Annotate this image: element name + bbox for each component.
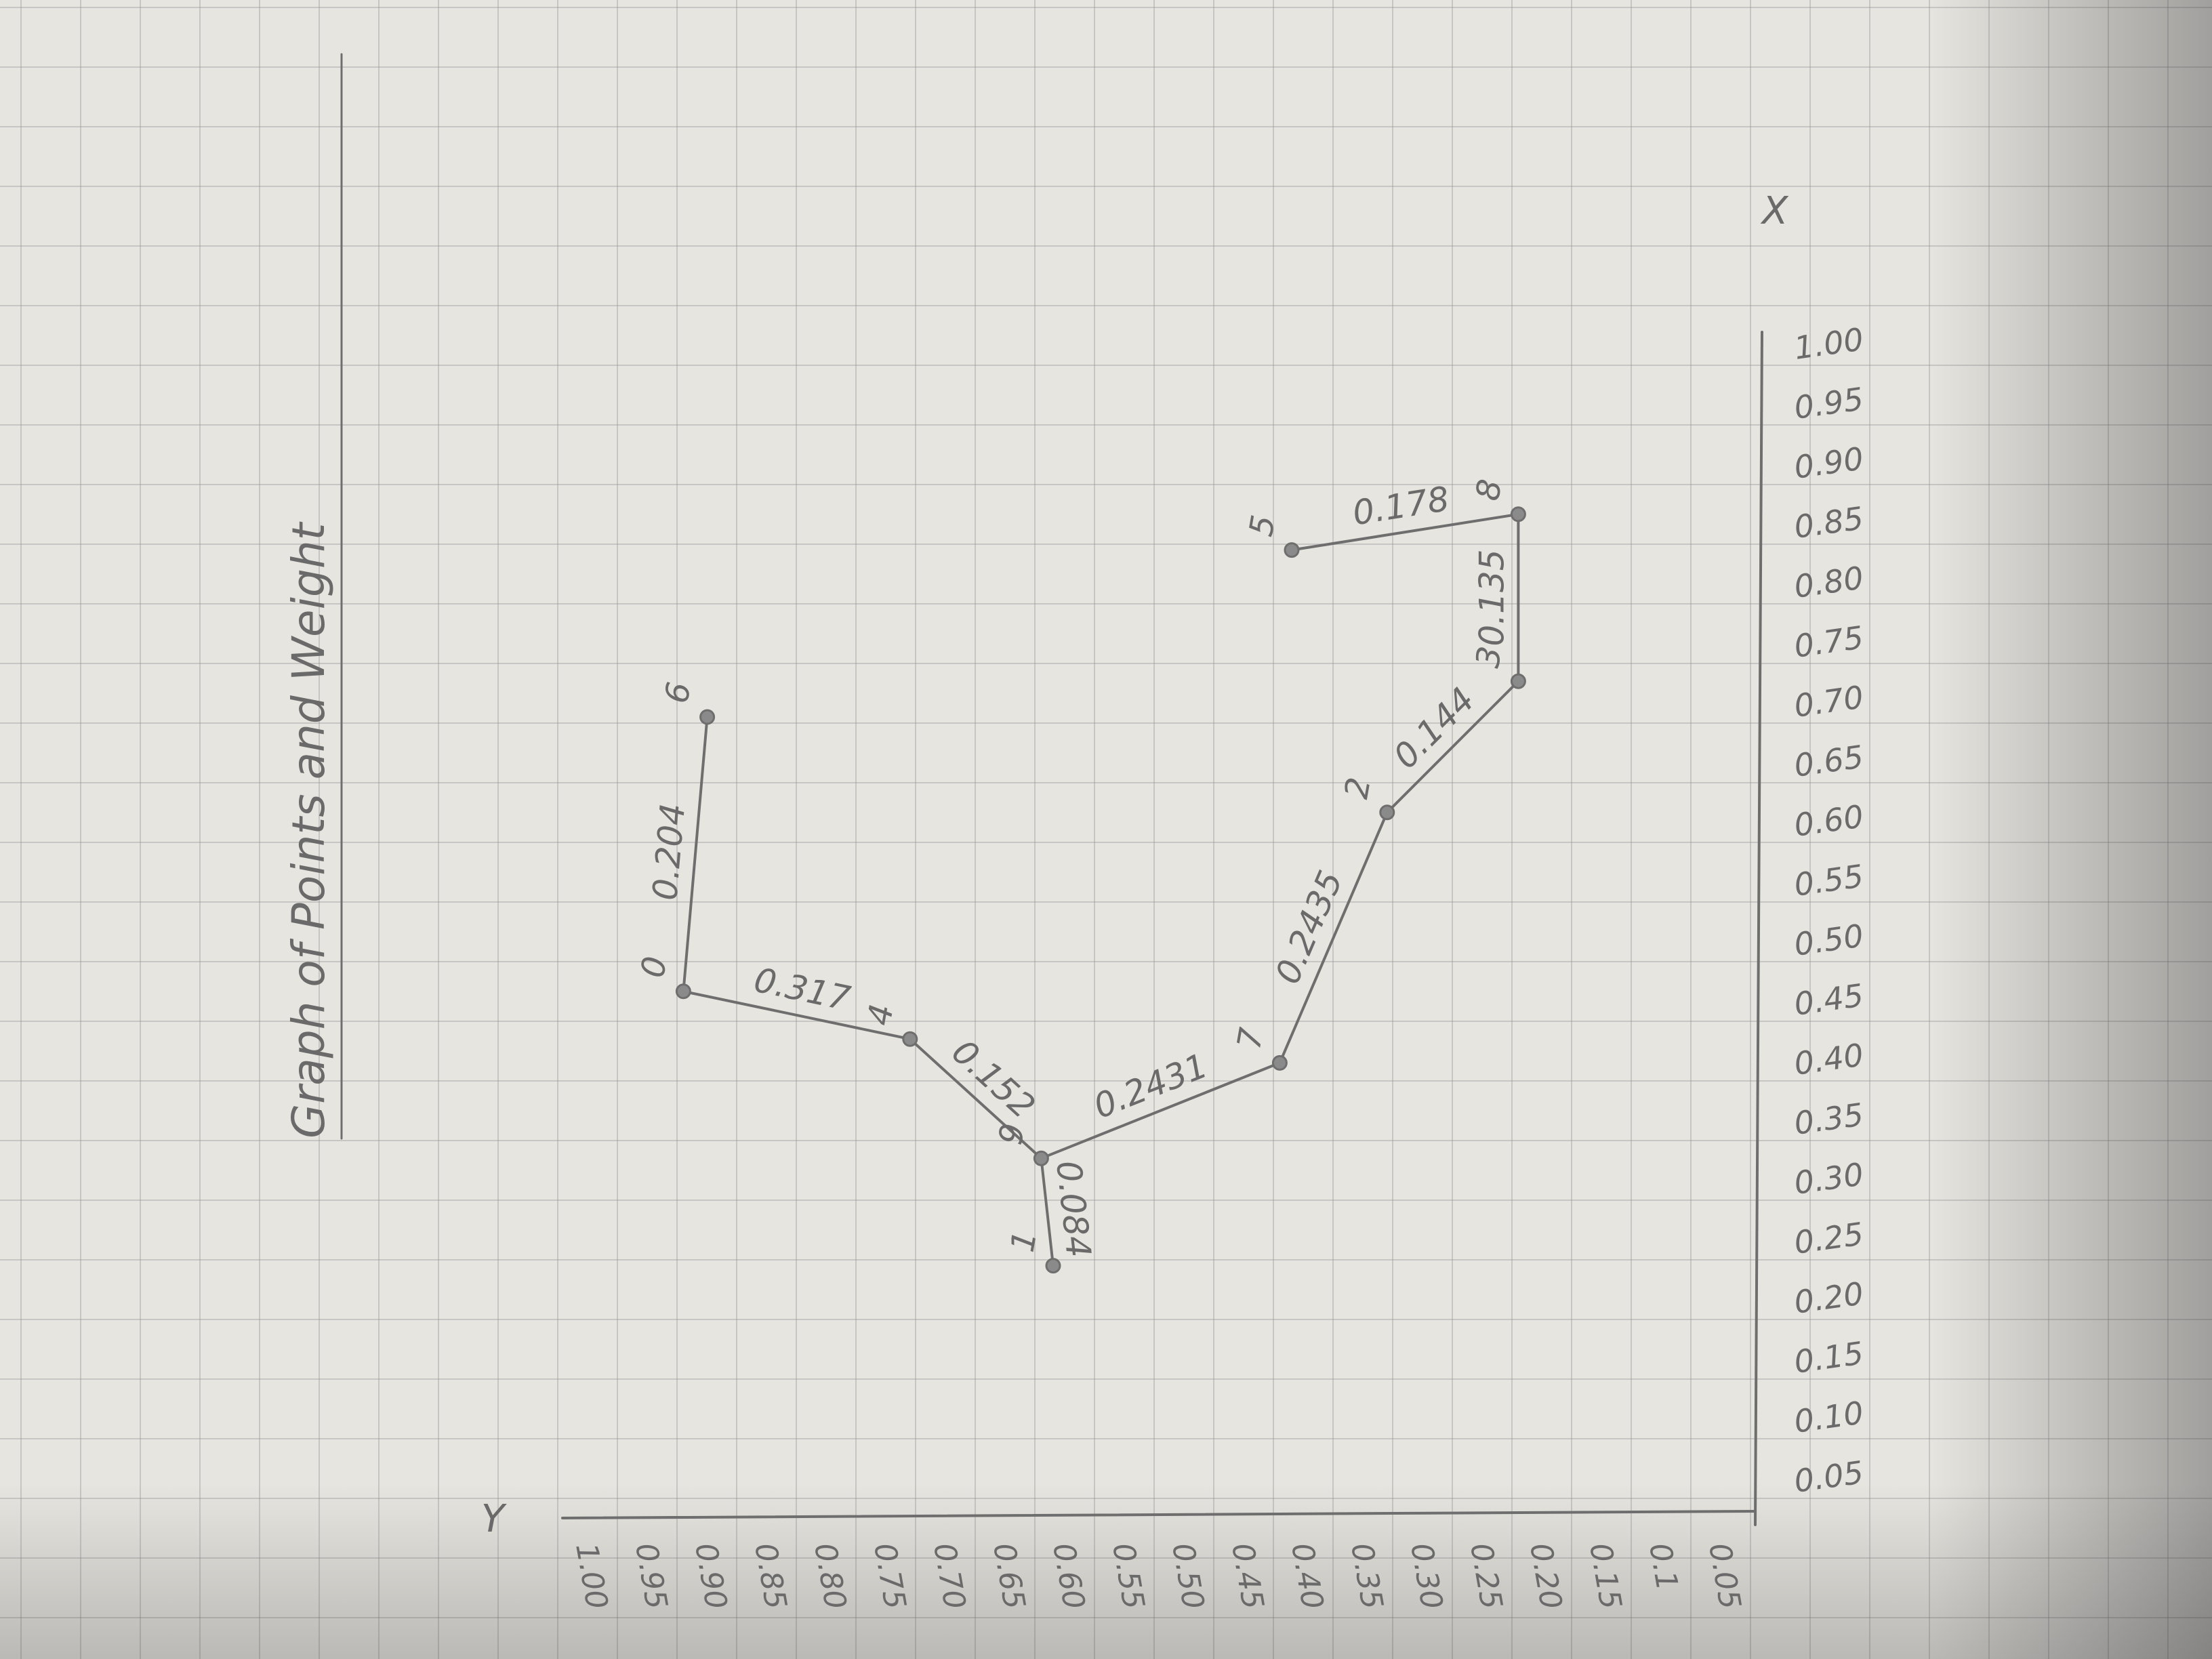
y-axis-line — [561, 1510, 1757, 1519]
node-label: 4 — [860, 1001, 901, 1028]
graph-edges — [682, 512, 1520, 1267]
x-tick-label: 0.05 — [1792, 1454, 1866, 1500]
node-label: 5 — [1242, 512, 1283, 539]
chart-title-group: Graph of Points and Weight — [283, 53, 343, 1140]
y-tick-label: 0.60 — [1046, 1540, 1091, 1612]
edge-weight-label: 0.152 — [944, 1032, 1042, 1126]
x-tick-label: 0.30 — [1792, 1155, 1866, 1202]
graph-edge — [1040, 1061, 1282, 1160]
x-tick-label: 0.20 — [1792, 1275, 1866, 1321]
x-tick-label: 0.75 — [1792, 619, 1866, 665]
x-tick-label: 0.85 — [1792, 499, 1866, 546]
graph-node — [1510, 673, 1526, 689]
y-tick-label: 0.90 — [688, 1540, 733, 1612]
y-tick-label: 0.85 — [747, 1540, 793, 1612]
y-tick-label: 0.30 — [1404, 1540, 1449, 1612]
graph-node — [1510, 506, 1526, 523]
graph-edge — [682, 989, 912, 1041]
graph-node — [1033, 1150, 1049, 1166]
page-shadow — [1927, 0, 2212, 1659]
x-axis-label: X — [1760, 189, 1789, 233]
graph-node — [675, 983, 691, 1000]
graph-node — [1379, 804, 1395, 821]
graph-node — [1271, 1054, 1288, 1071]
edge-weight-label: 0.084 — [1048, 1159, 1098, 1260]
x-tick-label: 0.25 — [1792, 1215, 1866, 1261]
x-tick-label: 0.15 — [1792, 1334, 1866, 1380]
graph-edge — [1385, 680, 1520, 814]
x-tick-label: 1.00 — [1792, 321, 1866, 367]
node-label: 7 — [1230, 1025, 1271, 1052]
edge-weight-label: 0.178 — [1350, 479, 1452, 533]
axes: X Y — [481, 189, 1789, 1541]
edge-weight-label: 0.144 — [1386, 680, 1482, 776]
graph-nodes — [675, 506, 1526, 1274]
graph-node — [699, 709, 716, 725]
chart-title: Graph of Points and Weight — [283, 521, 335, 1139]
y-tick-label: 0.80 — [807, 1540, 853, 1612]
graph-node — [1284, 542, 1300, 558]
node-label: 1 — [1004, 1228, 1044, 1255]
graph-edge — [908, 1038, 1043, 1160]
x-tick-label: 0.65 — [1792, 738, 1866, 784]
y-tick-label: 0.95 — [628, 1540, 674, 1612]
node-label: 6 — [657, 679, 698, 706]
graph-edge — [1290, 512, 1520, 552]
x-tick-label: 0.35 — [1792, 1096, 1866, 1142]
graph-node — [1045, 1258, 1061, 1274]
y-tick-labels: 1.00 0.95 0.90 0.85 0.80 0.75 0.70 0.65 0.60 0.55… — [569, 1540, 1747, 1612]
y-tick-label: 0.15 — [1582, 1540, 1628, 1612]
node-label: 8 — [1469, 476, 1509, 504]
node-label: 9 — [991, 1120, 1032, 1147]
page-shadow-bottom — [0, 1483, 2212, 1659]
x-tick-label: 0.90 — [1792, 440, 1866, 486]
node-label: 3 — [1469, 643, 1509, 670]
y-tick-label: 0.25 — [1463, 1540, 1509, 1612]
y-axis-label: Y — [481, 1497, 507, 1541]
y-tick-label: 0.05 — [1702, 1540, 1747, 1612]
y-tick-label: 0.70 — [926, 1540, 972, 1612]
graph-edge — [1278, 811, 1389, 1065]
x-tick-label: 0.40 — [1792, 1036, 1866, 1082]
node-label: 2 — [1337, 775, 1378, 802]
edge-weight-label: 0.135 — [1472, 549, 1511, 646]
node-labels: 1 9 4 0 6 7 2 3 8 5 — [634, 476, 1509, 1255]
y-tick-label: 0.35 — [1344, 1540, 1389, 1612]
y-tick-label: 0.50 — [1165, 1540, 1210, 1612]
y-tick-label: 0.20 — [1523, 1540, 1568, 1612]
x-axis-line — [1754, 331, 1763, 1526]
y-tick-label: 0.40 — [1284, 1540, 1330, 1612]
graph-node — [902, 1031, 918, 1047]
y-tick-label: 0.55 — [1105, 1540, 1151, 1612]
x-tick-label: 0.10 — [1792, 1394, 1866, 1440]
x-tick-label: 0.70 — [1792, 678, 1866, 724]
x-tick-label: 0.55 — [1792, 857, 1866, 903]
y-tick-label: 0.45 — [1225, 1540, 1270, 1612]
edge-weight-label: 0.204 — [645, 802, 693, 902]
x-tick-label: 0.45 — [1792, 977, 1866, 1023]
y-tick-label: 0.75 — [867, 1540, 912, 1612]
x-tick-label: 0.80 — [1792, 559, 1866, 605]
y-tick-label: 1.00 — [569, 1540, 614, 1612]
x-tick-labels: 0.05 0.10 0.15 0.20 0.25 0.30 0.35 0.40 0.45 0.50… — [1792, 321, 1866, 1500]
node-label: 0 — [634, 954, 674, 981]
y-tick-label: 0.65 — [986, 1540, 1031, 1612]
y-tick-label: 0.1 — [1642, 1540, 1684, 1593]
x-tick-label: 0.95 — [1792, 380, 1866, 426]
x-tick-label: 0.60 — [1792, 798, 1866, 844]
graph-edge — [1040, 1157, 1054, 1267]
graph-edge — [682, 716, 709, 993]
x-tick-label: 0.50 — [1792, 917, 1866, 963]
